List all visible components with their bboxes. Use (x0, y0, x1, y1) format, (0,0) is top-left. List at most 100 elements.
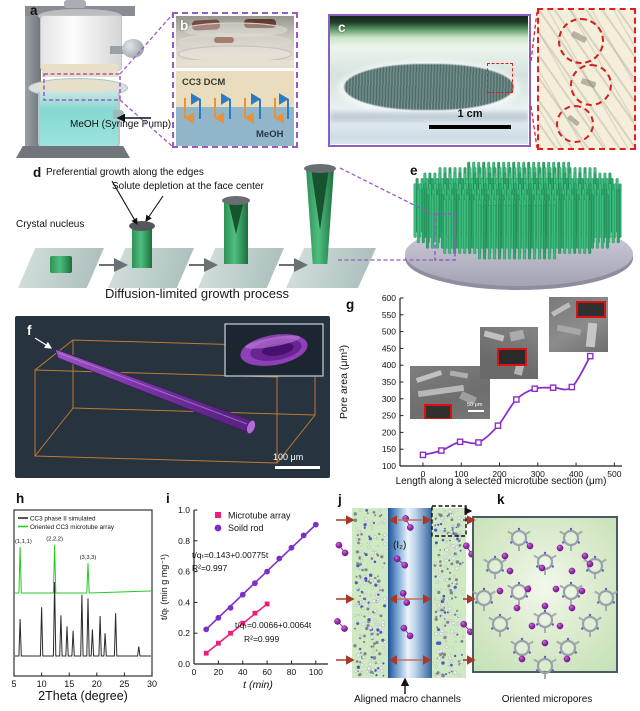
svg-text:Microtube array: Microtube array (228, 511, 291, 521)
sem-rod (509, 329, 525, 342)
tube-circle-1 (558, 18, 604, 64)
channel (388, 508, 432, 678)
flange-rim (36, 80, 118, 92)
g-ylabel: Pore area (μm³) (338, 345, 350, 419)
beaker-spout (113, 110, 124, 119)
microtube-render (54, 348, 256, 435)
h-xlabel: 2Theta (degree) (38, 689, 128, 703)
h-trace-0 (15, 581, 151, 657)
sem-roi-3 (576, 301, 606, 318)
svg-text:100: 100 (454, 469, 468, 479)
svg-text:150: 150 (382, 444, 396, 454)
f-scale-text: 100 μm (273, 452, 304, 462)
growth-caption: Diffusion-limited growth process (105, 286, 289, 301)
i-series-1 (203, 521, 319, 633)
beige-layer (42, 64, 118, 77)
svg-text:1.0: 1.0 (178, 505, 190, 515)
h-peak-label: (1,1,1) (15, 539, 32, 545)
panel-j: j (I₂) Aligned macro channels (334, 492, 475, 711)
svg-text:300: 300 (382, 394, 396, 404)
hollow-core-4 (311, 168, 329, 230)
scale-bar (429, 125, 511, 129)
svg-text:400: 400 (382, 360, 396, 370)
panel-f: f 100 μm (15, 316, 330, 478)
hollow-core-3 (228, 200, 244, 234)
f-scale-bar (275, 466, 320, 469)
k-caption: Oriented micropores (501, 694, 593, 705)
sem-rod (585, 322, 598, 348)
panel-i: 0 20 40 60 80 100 0.0 0.2 0.4 0.6 0.8 1.0 Microtube … (158, 492, 330, 711)
panel-h-label: h (16, 491, 25, 506)
panel-b-label: b (180, 18, 189, 33)
svg-text:350: 350 (382, 377, 396, 387)
svg-text:0: 0 (421, 469, 426, 479)
svg-text:500: 500 (382, 327, 396, 337)
sample-photo: 1 cm (330, 16, 528, 144)
svg-text:25: 25 (119, 679, 129, 689)
i-series-0 (203, 601, 270, 656)
plate-4 (286, 248, 376, 288)
g-axes: 100 150 200 250 300 350 400 450 500 550 600 0 100 200… (382, 293, 622, 479)
sem-scale-bar (468, 410, 484, 412)
dish-photo (176, 16, 294, 68)
tube-pointer-arrow (34, 337, 53, 349)
panel-h: 5 10 15 20 25 30 2Theta (degree) (1,1,1) (2,2,2)… (8, 492, 158, 711)
left-wall (352, 508, 388, 678)
panel-e-label: e (410, 163, 418, 178)
callout-face: Solute depletion at the face center (112, 181, 264, 192)
sem-rod (556, 324, 582, 336)
svg-text:400: 400 (569, 469, 583, 479)
svg-text:t/qₜ=0.143+0.00775t: t/qₜ=0.143+0.00775t (192, 550, 269, 560)
solvent-diagram: CC3 DCM MeOH (176, 71, 294, 146)
i-legend: Microtube array Soild rod (214, 511, 291, 533)
clamp-knob (64, 0, 86, 8)
cross-section-inset (224, 323, 324, 377)
left-wall-molecules (353, 509, 387, 677)
panel-d-label: d (33, 165, 42, 180)
sem-rod (483, 330, 505, 342)
pillars (413, 161, 622, 260)
sem-inset-3 (549, 297, 608, 352)
svg-text:100: 100 (382, 461, 396, 471)
svg-text:40: 40 (238, 667, 248, 677)
panel-g: 100 150 200 250 300 350 400 450 500 550 600 0 100 200… (333, 292, 640, 492)
panel-a-label: a (30, 3, 38, 18)
tube-circle-2 (570, 64, 612, 106)
panel-k-label: k (497, 492, 505, 507)
g-xlabel: Length along a selected microtube sectio… (396, 476, 607, 487)
scale-text: 1 cm (457, 108, 483, 120)
svg-text:450: 450 (382, 343, 396, 353)
macro-channel-art (334, 508, 475, 678)
svg-text:0.2: 0.2 (178, 628, 190, 638)
sem-roi-1 (424, 404, 452, 419)
roi-rect (487, 63, 513, 93)
svg-text:550: 550 (382, 310, 396, 320)
svg-text:15: 15 (64, 679, 74, 689)
crystal-stage3 (224, 200, 248, 264)
iodine-label: (I₂) (393, 540, 407, 551)
layer-bottom-label: MeOH (256, 129, 284, 140)
sem-inset-2 (480, 327, 538, 379)
svg-text:t/qₜ=0.0066+0.0064t: t/qₜ=0.0066+0.0064t (235, 620, 312, 630)
svg-text:R²=0.997: R²=0.997 (192, 563, 227, 573)
svg-text:R²=0.999: R²=0.999 (244, 634, 279, 644)
side-knob-stem (110, 46, 126, 54)
g-series (419, 352, 594, 459)
svg-text:200: 200 (492, 469, 506, 479)
svg-text:20: 20 (214, 667, 224, 677)
svg-text:300: 300 (531, 469, 545, 479)
tomography-art (34, 323, 324, 464)
svg-text:30: 30 (147, 679, 157, 689)
xrd-chart: 5 10 15 20 25 30 2Theta (degree) (1,1,1) (2,2,2)… (11, 509, 157, 703)
svg-text:20: 20 (92, 679, 102, 689)
diffusion-arrows (184, 93, 289, 124)
panel-c-label: c (338, 20, 346, 35)
cylinder-body (40, 15, 122, 71)
sem-roi-2 (497, 348, 527, 366)
iodine-dimers (334, 515, 475, 640)
h-peak-label: (2,2,2) (46, 537, 63, 543)
svg-text:100: 100 (309, 667, 323, 677)
svg-text:5: 5 (11, 679, 16, 689)
k-box (472, 516, 618, 673)
